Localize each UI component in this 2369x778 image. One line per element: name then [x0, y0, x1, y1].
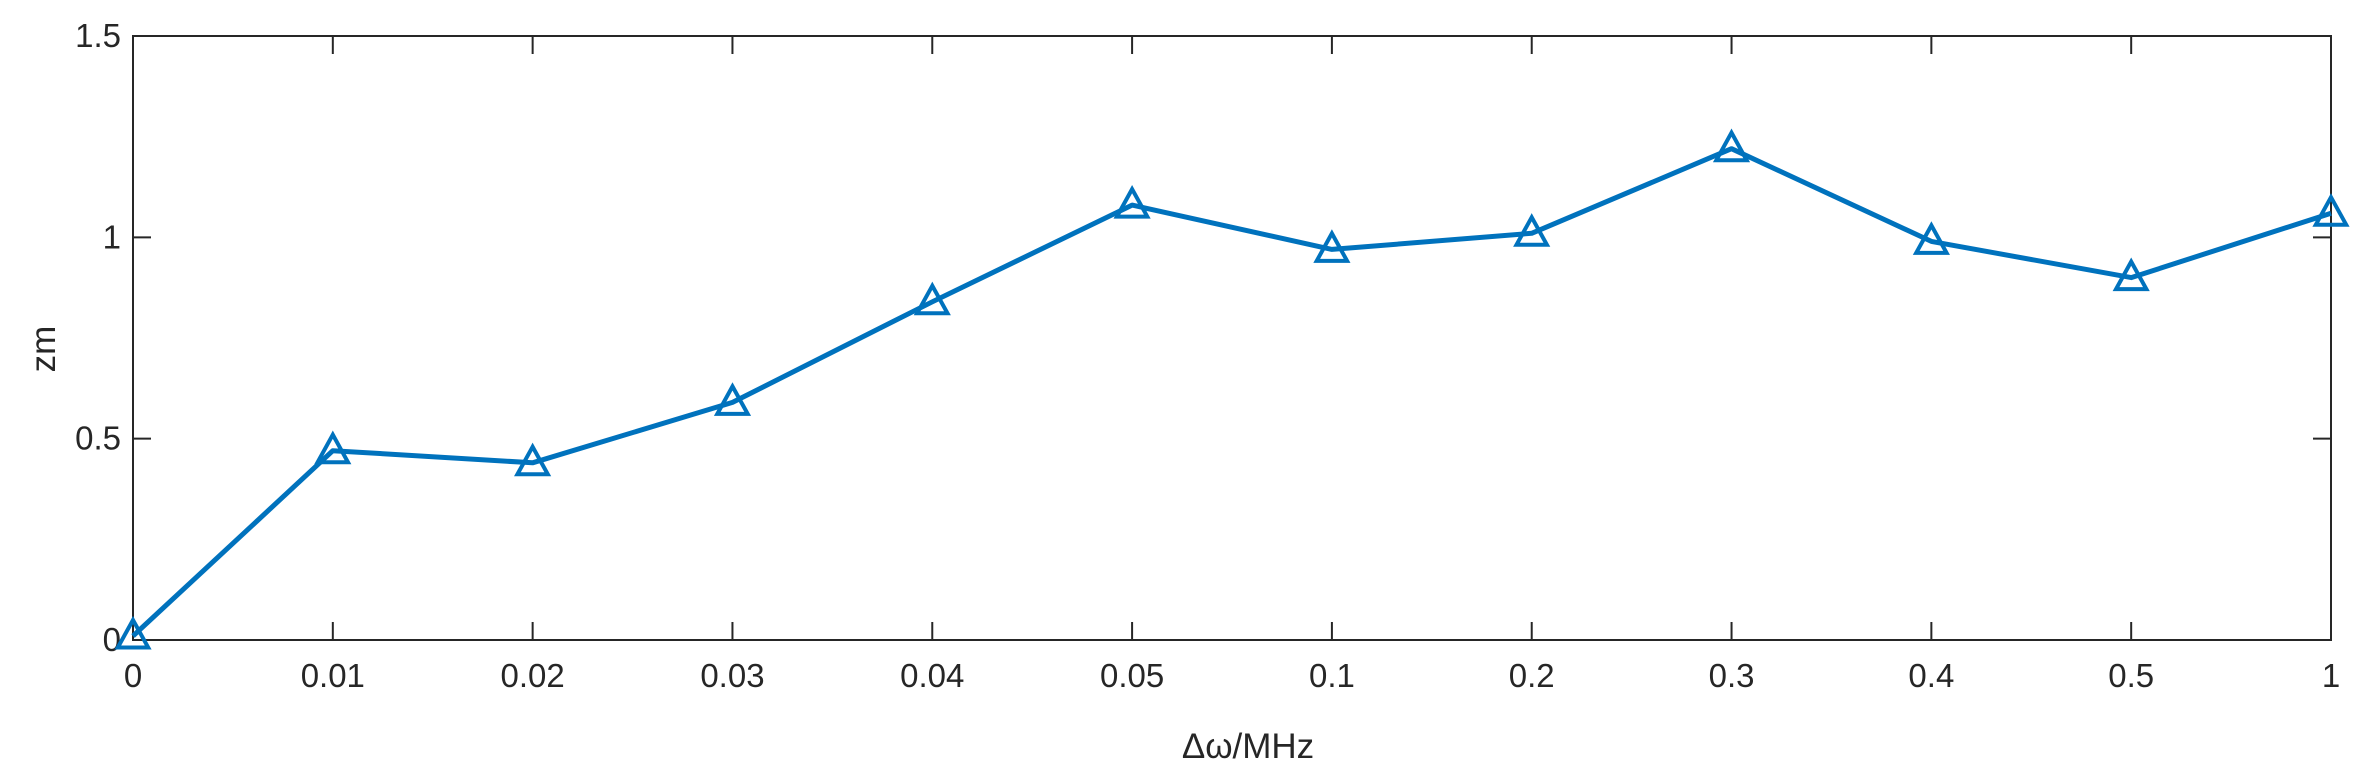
data-point-triangle-marker [1712, 128, 1751, 163]
x-tick-label: 0.3 [1709, 657, 1755, 694]
data-point-triangle-marker [713, 382, 752, 416]
data-point-triangle-marker [1513, 213, 1551, 247]
data-point-triangle-marker [2312, 193, 2350, 227]
x-axis: 0 0.01 0.02 0.03 0.04 0.05 0.1 0.2 0.3 0.4 0.5 1 [124, 36, 2340, 694]
x-tick-label: 0.04 [900, 657, 964, 694]
y-tick-label: 1.5 [75, 17, 121, 54]
data-point-triangle-marker [314, 430, 352, 465]
x-axis-label: Δω/MHz [1182, 727, 1314, 766]
x-tick-label: 0.05 [1100, 657, 1164, 694]
data-point-triangle-marker [1313, 229, 1351, 263]
data-point-triangle-marker [514, 442, 552, 477]
y-axis: 0 0.5 1 1.5 [75, 17, 2331, 658]
data-point-triangle-marker [1113, 184, 1151, 219]
x-tick-label: 0.03 [700, 657, 764, 694]
x-tick-label: 0.02 [501, 657, 565, 694]
data-point-triangle-marker [114, 615, 152, 650]
x-tick-label: 0.5 [2108, 657, 2154, 694]
data-point-triangle-marker [1912, 221, 1950, 255]
x-tick-label: 0.4 [1908, 657, 1954, 694]
x-tick-label: 0.01 [301, 657, 365, 694]
data-point-triangle-marker [913, 281, 951, 316]
plot-area [132, 35, 2332, 641]
y-axis-label: zm [24, 326, 63, 373]
y-tick-label: 0.5 [75, 420, 121, 457]
y-tick-label: 1 [103, 218, 121, 255]
x-tick-label: 0.1 [1309, 657, 1355, 694]
series-line [131, 146, 2332, 638]
x-tick-label: 1 [2322, 657, 2340, 694]
plot-border [132, 35, 2332, 641]
y-tick-label: 0 [103, 621, 121, 658]
x-tick-label: 0.2 [1509, 657, 1555, 694]
data-point-triangle-marker [2112, 257, 2150, 292]
x-tick-label: 0 [124, 657, 142, 694]
series-layer [114, 128, 2350, 650]
